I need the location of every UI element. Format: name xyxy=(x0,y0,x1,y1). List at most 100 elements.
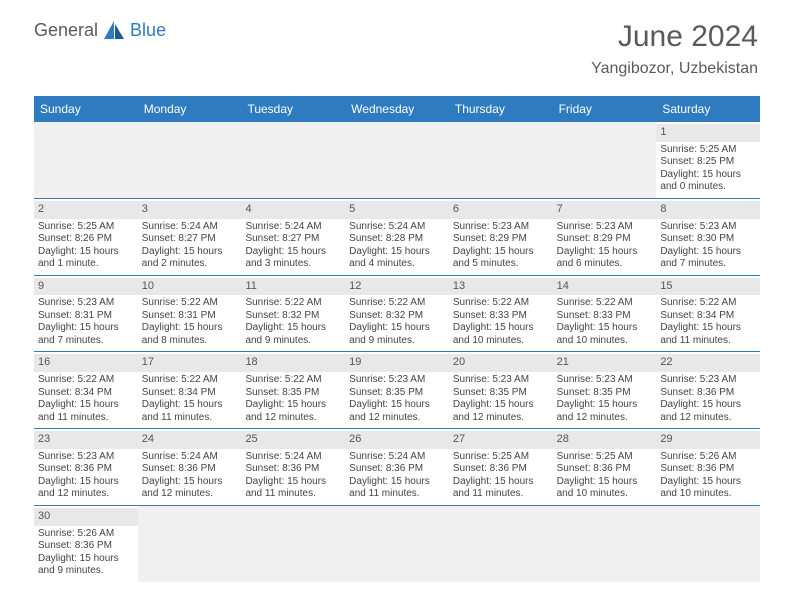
sunset-line: Sunset: 8:35 PM xyxy=(557,387,653,400)
sunset-line: Sunset: 8:27 PM xyxy=(245,233,341,246)
calendar-cell: 19Sunrise: 5:23 AMSunset: 8:35 PMDayligh… xyxy=(345,352,449,428)
calendar-cell: 1Sunrise: 5:25 AMSunset: 8:25 PMDaylight… xyxy=(656,122,760,198)
calendar-row: 30Sunrise: 5:26 AMSunset: 8:36 PMDayligh… xyxy=(34,506,760,582)
day-number: 1 xyxy=(656,124,760,142)
sunset-line: Sunset: 8:30 PM xyxy=(660,233,756,246)
calendar-cell: 15Sunrise: 5:22 AMSunset: 8:34 PMDayligh… xyxy=(656,276,760,352)
calendar-cell: 13Sunrise: 5:22 AMSunset: 8:33 PMDayligh… xyxy=(449,276,553,352)
weekday-tue: Tuesday xyxy=(241,96,345,122)
logo-text-general: General xyxy=(34,20,98,41)
sunrise-line: Sunrise: 5:23 AM xyxy=(660,221,756,234)
sunrise-line: Sunrise: 5:24 AM xyxy=(142,451,238,464)
calendar-cell-empty xyxy=(138,122,242,198)
page-title: June 2024 xyxy=(591,20,758,54)
sunset-line: Sunset: 8:34 PM xyxy=(142,387,238,400)
day-number: 21 xyxy=(553,354,657,372)
day-number: 6 xyxy=(449,201,553,219)
sunset-line: Sunset: 8:26 PM xyxy=(38,233,134,246)
daylight-line: Daylight: 15 hours and 12 minutes. xyxy=(38,476,134,501)
day-number: 30 xyxy=(34,508,138,526)
daylight-line: Daylight: 15 hours and 12 minutes. xyxy=(245,399,341,424)
sunrise-line: Sunrise: 5:22 AM xyxy=(142,297,238,310)
daylight-line: Daylight: 15 hours and 9 minutes. xyxy=(245,322,341,347)
sunset-line: Sunset: 8:35 PM xyxy=(245,387,341,400)
day-number: 4 xyxy=(241,201,345,219)
daylight-line: Daylight: 15 hours and 3 minutes. xyxy=(245,246,341,271)
weekday-mon: Monday xyxy=(138,96,242,122)
calendar-cell: 18Sunrise: 5:22 AMSunset: 8:35 PMDayligh… xyxy=(241,352,345,428)
day-number: 19 xyxy=(345,354,449,372)
sunset-line: Sunset: 8:36 PM xyxy=(245,463,341,476)
sunrise-line: Sunrise: 5:26 AM xyxy=(38,528,134,541)
sunset-line: Sunset: 8:29 PM xyxy=(453,233,549,246)
calendar-row: 9Sunrise: 5:23 AMSunset: 8:31 PMDaylight… xyxy=(34,276,760,353)
weekday-sat: Saturday xyxy=(656,96,760,122)
logo: General Blue xyxy=(34,20,166,41)
daylight-line: Daylight: 15 hours and 12 minutes. xyxy=(660,399,756,424)
calendar-cell: 2Sunrise: 5:25 AMSunset: 8:26 PMDaylight… xyxy=(34,199,138,275)
day-number: 26 xyxy=(345,431,449,449)
sunrise-line: Sunrise: 5:22 AM xyxy=(557,297,653,310)
day-number: 14 xyxy=(553,278,657,296)
calendar-cell: 24Sunrise: 5:24 AMSunset: 8:36 PMDayligh… xyxy=(138,429,242,505)
calendar-cell: 22Sunrise: 5:23 AMSunset: 8:36 PMDayligh… xyxy=(656,352,760,428)
sunset-line: Sunset: 8:28 PM xyxy=(349,233,445,246)
daylight-line: Daylight: 15 hours and 10 minutes. xyxy=(557,322,653,347)
daylight-line: Daylight: 15 hours and 11 minutes. xyxy=(453,476,549,501)
sunrise-line: Sunrise: 5:23 AM xyxy=(453,221,549,234)
calendar-cell: 4Sunrise: 5:24 AMSunset: 8:27 PMDaylight… xyxy=(241,199,345,275)
daylight-line: Daylight: 15 hours and 7 minutes. xyxy=(38,322,134,347)
calendar-header-row: Sunday Monday Tuesday Wednesday Thursday… xyxy=(34,96,760,122)
daylight-line: Daylight: 15 hours and 10 minutes. xyxy=(660,476,756,501)
day-number: 7 xyxy=(553,201,657,219)
day-number: 5 xyxy=(345,201,449,219)
calendar-cell: 28Sunrise: 5:25 AMSunset: 8:36 PMDayligh… xyxy=(553,429,657,505)
daylight-line: Daylight: 15 hours and 0 minutes. xyxy=(660,169,756,194)
sunset-line: Sunset: 8:36 PM xyxy=(557,463,653,476)
sunrise-line: Sunrise: 5:23 AM xyxy=(557,374,653,387)
calendar-cell: 3Sunrise: 5:24 AMSunset: 8:27 PMDaylight… xyxy=(138,199,242,275)
weekday-sun: Sunday xyxy=(34,96,138,122)
sunrise-line: Sunrise: 5:22 AM xyxy=(38,374,134,387)
daylight-line: Daylight: 15 hours and 6 minutes. xyxy=(557,246,653,271)
sunrise-line: Sunrise: 5:22 AM xyxy=(349,297,445,310)
daylight-line: Daylight: 15 hours and 8 minutes. xyxy=(142,322,238,347)
calendar-cell: 9Sunrise: 5:23 AMSunset: 8:31 PMDaylight… xyxy=(34,276,138,352)
day-number: 3 xyxy=(138,201,242,219)
calendar-cell-empty xyxy=(34,122,138,198)
sunset-line: Sunset: 8:36 PM xyxy=(349,463,445,476)
daylight-line: Daylight: 15 hours and 12 minutes. xyxy=(142,476,238,501)
sunrise-line: Sunrise: 5:23 AM xyxy=(557,221,653,234)
sunset-line: Sunset: 8:34 PM xyxy=(660,310,756,323)
day-number: 29 xyxy=(656,431,760,449)
daylight-line: Daylight: 15 hours and 11 minutes. xyxy=(38,399,134,424)
calendar-cell-empty xyxy=(449,122,553,198)
daylight-line: Daylight: 15 hours and 4 minutes. xyxy=(349,246,445,271)
calendar: Sunday Monday Tuesday Wednesday Thursday… xyxy=(34,96,760,582)
sunset-line: Sunset: 8:31 PM xyxy=(142,310,238,323)
daylight-line: Daylight: 15 hours and 12 minutes. xyxy=(453,399,549,424)
sunset-line: Sunset: 8:36 PM xyxy=(142,463,238,476)
header: General Blue June 2024 Yangibozor, Uzbek… xyxy=(0,0,792,88)
calendar-cell: 26Sunrise: 5:24 AMSunset: 8:36 PMDayligh… xyxy=(345,429,449,505)
calendar-row: 2Sunrise: 5:25 AMSunset: 8:26 PMDaylight… xyxy=(34,199,760,276)
sunrise-line: Sunrise: 5:23 AM xyxy=(38,451,134,464)
sunset-line: Sunset: 8:36 PM xyxy=(38,540,134,553)
daylight-line: Daylight: 15 hours and 7 minutes. xyxy=(660,246,756,271)
calendar-cell: 27Sunrise: 5:25 AMSunset: 8:36 PMDayligh… xyxy=(449,429,553,505)
sunset-line: Sunset: 8:32 PM xyxy=(245,310,341,323)
sunrise-line: Sunrise: 5:22 AM xyxy=(142,374,238,387)
sunset-line: Sunset: 8:29 PM xyxy=(557,233,653,246)
day-number: 20 xyxy=(449,354,553,372)
day-number: 17 xyxy=(138,354,242,372)
sunrise-line: Sunrise: 5:24 AM xyxy=(349,451,445,464)
calendar-cell: 10Sunrise: 5:22 AMSunset: 8:31 PMDayligh… xyxy=(138,276,242,352)
calendar-body: 1Sunrise: 5:25 AMSunset: 8:25 PMDaylight… xyxy=(34,122,760,582)
calendar-cell-empty xyxy=(449,506,553,582)
daylight-line: Daylight: 15 hours and 2 minutes. xyxy=(142,246,238,271)
sunset-line: Sunset: 8:33 PM xyxy=(557,310,653,323)
calendar-row: 16Sunrise: 5:22 AMSunset: 8:34 PMDayligh… xyxy=(34,352,760,429)
sunset-line: Sunset: 8:27 PM xyxy=(142,233,238,246)
daylight-line: Daylight: 15 hours and 10 minutes. xyxy=(453,322,549,347)
location-label: Yangibozor, Uzbekistan xyxy=(591,60,758,78)
